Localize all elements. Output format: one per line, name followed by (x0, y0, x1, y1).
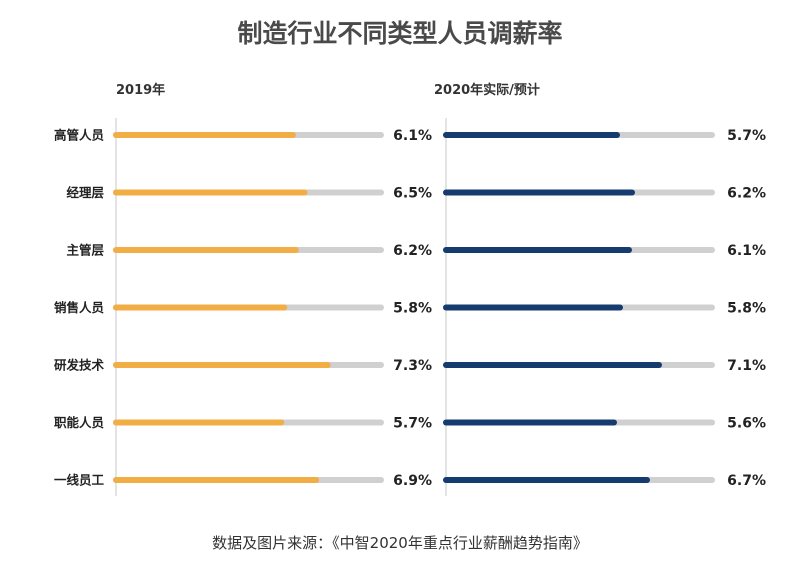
data-label: 6.9% (393, 473, 432, 489)
category-label: 主管层 (66, 243, 104, 258)
category-label: 销售人员 (54, 300, 105, 315)
series-1-label: 2019年 (116, 82, 165, 98)
data-label: 5.7% (727, 128, 766, 144)
data-label: 6.5% (393, 186, 432, 202)
data-label: 5.6% (727, 416, 766, 432)
data-label: 6.7% (727, 473, 766, 489)
category-label: 经理层 (66, 185, 104, 200)
data-label: 6.2% (393, 243, 432, 259)
data-label: 5.7% (393, 416, 432, 432)
category-label: 高管人员 (54, 128, 105, 143)
data-label: 5.8% (727, 301, 766, 317)
source-note: 数据及图片来源：《中智2020年重点行业薪酬趋势指南》 (212, 534, 588, 552)
series-2-label: 2020年实际/预计 (434, 82, 540, 98)
data-label: 6.2% (727, 186, 766, 202)
chart-title: 制造行业不同类型人员调薪率 (237, 19, 562, 48)
data-label: 7.3% (393, 358, 432, 374)
data-label: 5.8% (393, 301, 432, 317)
data-label: 7.1% (727, 358, 766, 374)
category-label: 一线员工 (54, 473, 105, 488)
category-label: 研发技术 (54, 358, 105, 373)
category-label: 职能人员 (54, 415, 105, 430)
data-label: 6.1% (727, 243, 766, 259)
data-label: 6.1% (393, 128, 432, 144)
